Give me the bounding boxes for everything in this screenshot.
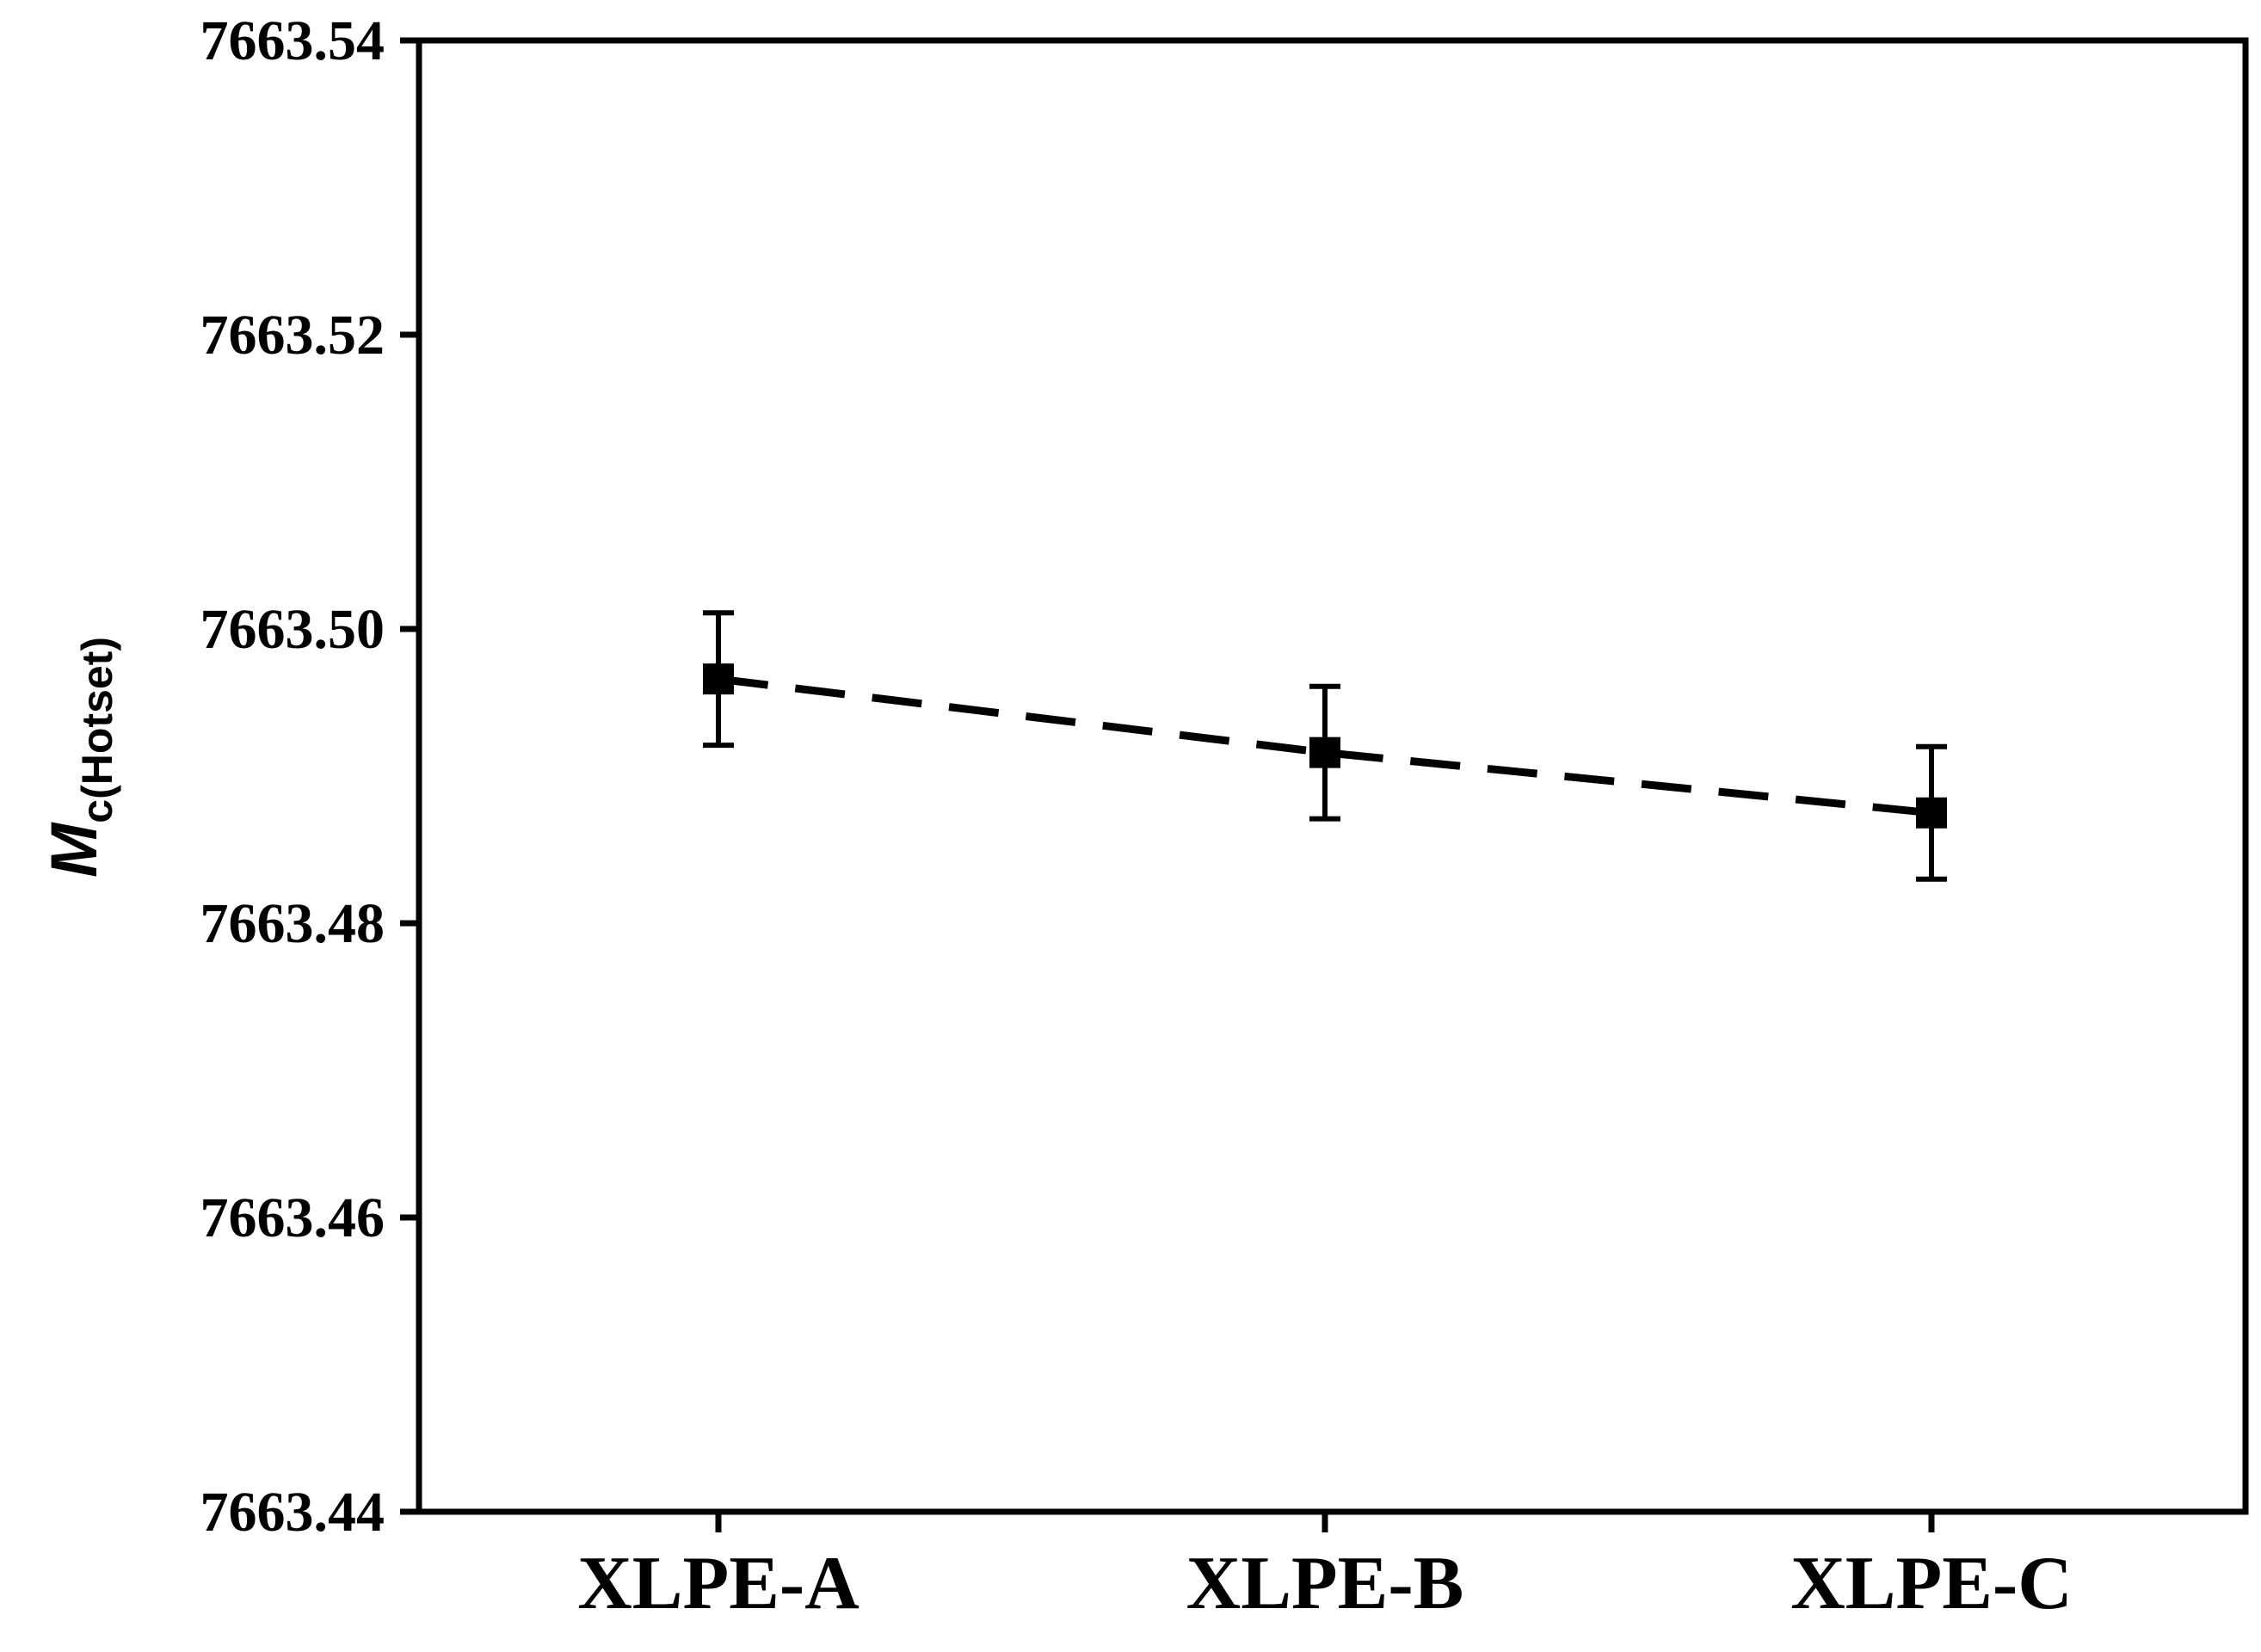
y-axis-title-subscript: c(Hotset): [73, 637, 121, 823]
ticks: 7663.44 7663.46 7663.48 7663.50 7663.52 7663.…: [200, 9, 2073, 1625]
x-tick-label: XLPE-B: [1186, 1542, 1464, 1625]
y-tick-label: 7663.52: [200, 304, 385, 367]
data-marker: [1309, 737, 1340, 768]
data-point: [1916, 743, 1947, 882]
y-axis-title: Mc(Hotset): [38, 637, 121, 878]
series-line: [718, 675, 1932, 817]
y-axis-label: Mc(Hotset): [38, 637, 121, 878]
plot-frame: [416, 37, 2249, 1515]
data-point: [703, 610, 734, 749]
data-marker: [703, 663, 734, 695]
y-tick-label: 7663.44: [200, 1481, 385, 1544]
data-marker: [1916, 797, 1947, 829]
series-line-path: [718, 675, 1932, 817]
y-axis-title-main: M: [38, 822, 111, 878]
y-tick-label: 7663.54: [200, 9, 385, 72]
axes: [416, 37, 2249, 1515]
data-marks: [703, 610, 1947, 882]
x-tick-label: XLPE-C: [1790, 1542, 2073, 1625]
data-point: [1309, 683, 1340, 822]
y-tick-label: 7663.46: [200, 1187, 385, 1249]
y-tick-label: 7663.48: [200, 892, 385, 955]
y-tick-label: 7663.50: [200, 598, 385, 661]
x-tick-label: XLPE-A: [577, 1542, 859, 1625]
